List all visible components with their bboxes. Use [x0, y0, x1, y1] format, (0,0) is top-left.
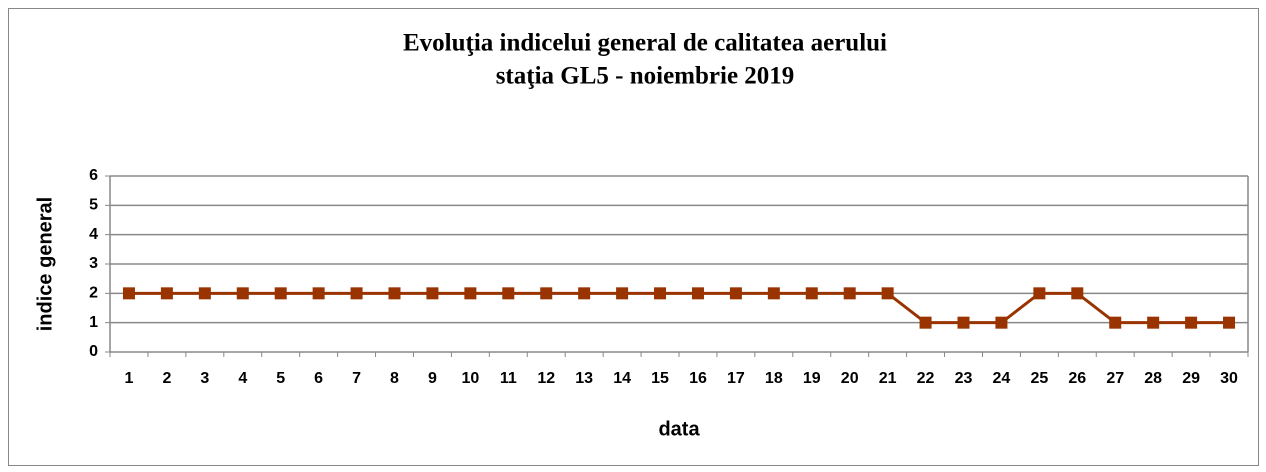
data-point	[312, 287, 325, 300]
y-tick-label: 6	[89, 167, 98, 184]
data-point	[919, 316, 932, 329]
x-axis-label: data	[658, 418, 700, 440]
data-point	[274, 287, 287, 300]
data-point	[1185, 316, 1198, 329]
x-tick-label: 7	[352, 370, 361, 387]
data-point	[236, 287, 249, 300]
y-tick-label: 5	[89, 197, 98, 214]
data-point	[767, 287, 780, 300]
x-tick-label: 5	[276, 370, 285, 387]
x-tick-label: 12	[537, 370, 555, 387]
x-tick-label: 14	[613, 370, 631, 387]
x-tick-label: 2	[162, 370, 171, 387]
data-point	[1109, 316, 1122, 329]
data-point	[464, 287, 477, 300]
x-tick-label: 3	[200, 370, 209, 387]
data-point	[729, 287, 742, 300]
data-point	[540, 287, 553, 300]
x-tick-label: 16	[689, 370, 707, 387]
x-tick-label: 18	[765, 370, 783, 387]
x-tick-label: 29	[1182, 370, 1200, 387]
data-point	[995, 316, 1008, 329]
x-tick-label: 10	[461, 370, 479, 387]
data-point	[122, 287, 135, 300]
x-tick-label: 6	[314, 370, 323, 387]
data-point	[843, 287, 856, 300]
data-point	[881, 287, 894, 300]
x-tick-label: 9	[428, 370, 437, 387]
x-tick-label: 27	[1106, 370, 1124, 387]
data-point	[654, 287, 667, 300]
data-point	[160, 287, 173, 300]
x-tick-label: 28	[1144, 370, 1162, 387]
x-tick-label: 4	[238, 370, 247, 387]
y-tick-label: 4	[89, 226, 98, 243]
x-tick-label: 22	[917, 370, 935, 387]
data-point	[426, 287, 439, 300]
x-tick-label: 8	[390, 370, 399, 387]
x-tick-label: 20	[841, 370, 859, 387]
data-point	[1033, 287, 1046, 300]
chart-border	[8, 8, 1259, 466]
data-point	[502, 287, 515, 300]
data-point	[691, 287, 704, 300]
data-point	[957, 316, 970, 329]
data-point	[805, 287, 818, 300]
x-tick-label: 24	[993, 370, 1011, 387]
x-tick-label: 17	[727, 370, 745, 387]
x-tick-label: 19	[803, 370, 821, 387]
data-point	[1071, 287, 1084, 300]
x-tick-label: 30	[1220, 370, 1238, 387]
y-tick-label: 1	[89, 314, 98, 331]
data-point	[388, 287, 401, 300]
x-tick-label: 26	[1068, 370, 1086, 387]
x-tick-label: 1	[125, 370, 134, 387]
y-tick-label: 0	[89, 343, 98, 360]
y-axis-label: indice general	[34, 197, 56, 332]
chart-subtitle: staţia GL5 - noiembrie 2019	[496, 63, 795, 90]
data-point	[1223, 316, 1236, 329]
series-line	[128, 291, 1230, 325]
x-tick-label: 23	[955, 370, 973, 387]
data-point	[350, 287, 363, 300]
x-tick-label: 15	[651, 370, 669, 387]
data-point	[1147, 316, 1160, 329]
data-point	[616, 287, 629, 300]
y-tick-label: 3	[89, 255, 98, 272]
x-tick-label: 21	[879, 370, 897, 387]
x-tick-label: 11	[500, 370, 517, 387]
y-tick-label: 2	[89, 285, 98, 302]
x-tick-label: 25	[1030, 370, 1048, 387]
chart-title: Evoluţia indicelui general de calitatea …	[403, 30, 887, 57]
data-point	[198, 287, 211, 300]
x-tick-label: 13	[575, 370, 593, 387]
data-point	[578, 287, 591, 300]
